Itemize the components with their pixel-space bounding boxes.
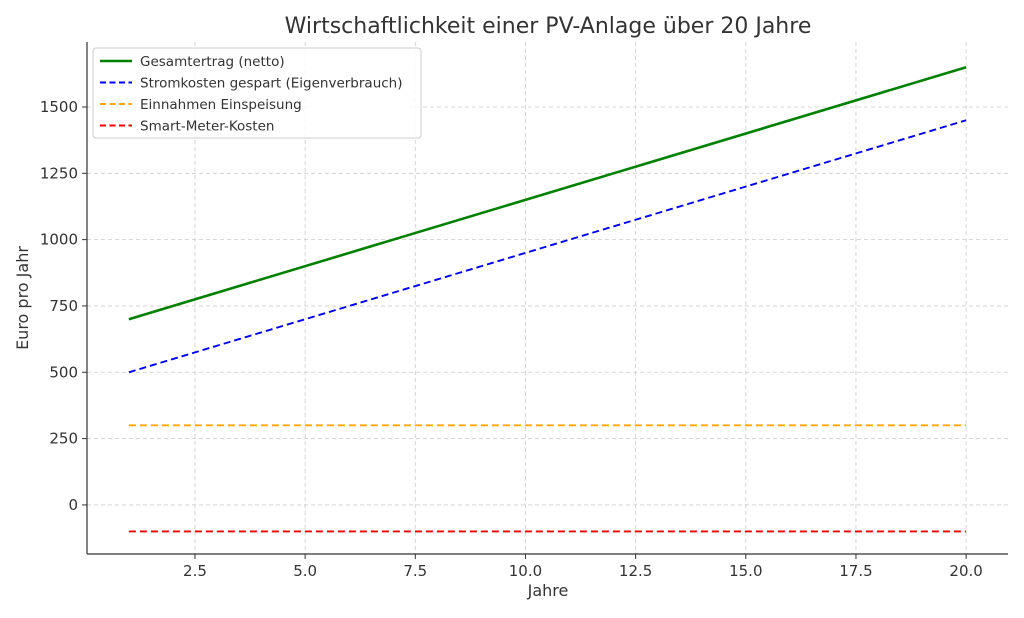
x-tick-label: 15.0 [729, 562, 762, 580]
legend: Gesamtertrag (netto) Stromkosten gespart … [92, 47, 422, 139]
y-tick-label: 1000 [40, 231, 78, 249]
x-tick-label: 17.5 [839, 562, 872, 580]
legend-label: Gesamtertrag (netto) [140, 54, 285, 70]
x-tick-label: 12.5 [619, 562, 652, 580]
x-tick-label: 10.0 [509, 562, 542, 580]
legend-label: Einnahmen Einspeisung [140, 97, 302, 113]
series-lines [128, 65, 967, 533]
legend-label: Stromkosten gespart (Eigenverbrauch) [140, 76, 403, 92]
x-tick-label: 5.0 [293, 562, 317, 580]
y-tick-label: 750 [49, 297, 78, 315]
legend-box [92, 47, 422, 139]
ticks: 2.5 5.0 7.5 10.0 12.5 15.0 17.5 20.0 0 250 500 750 1… [40, 98, 983, 580]
x-tick-label: 2.5 [183, 562, 207, 580]
series-line [128, 65, 967, 321]
axes [86, 42, 1008, 555]
series-line [128, 119, 967, 374]
y-tick-label: 500 [49, 363, 78, 381]
legend-label: Smart-Meter-Kosten [140, 119, 274, 135]
y-tick-label: 1250 [40, 164, 78, 182]
chart-title: Wirtschaftlichkeit einer PV-Anlage über … [285, 14, 812, 39]
x-tick-label: 20.0 [949, 562, 982, 580]
y-tick-label: 1500 [40, 98, 78, 116]
y-tick-label: 0 [68, 496, 78, 514]
x-tick-label: 7.5 [403, 562, 427, 580]
y-axis-label: Euro pro Jahr [13, 246, 32, 350]
y-tick-label: 250 [49, 430, 78, 448]
x-axis-label: Jahre [527, 581, 569, 600]
